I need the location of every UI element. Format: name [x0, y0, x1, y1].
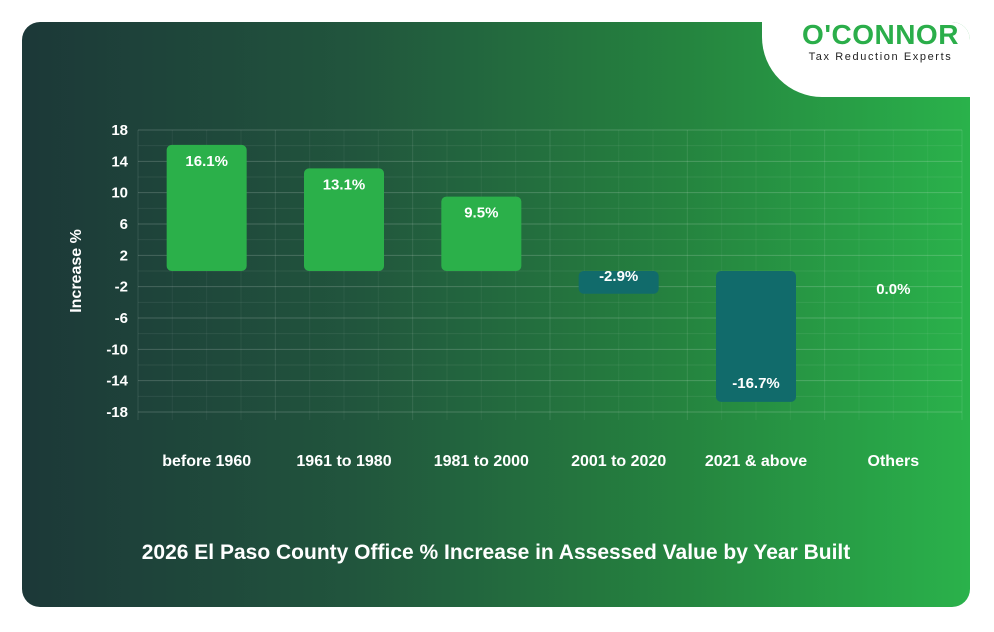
y-tick-label: 18	[111, 122, 128, 139]
y-axis-label: Increase %	[68, 229, 85, 313]
bar-data-label: 13.1%	[323, 176, 366, 193]
bar	[441, 196, 522, 271]
logo-tagline: Tax Reduction Experts	[808, 51, 953, 63]
bar-data-label: -2.9%	[599, 268, 638, 285]
bar	[166, 144, 247, 271]
y-tick-label: 2	[120, 247, 128, 264]
y-tick-label: -18	[106, 404, 128, 421]
x-tick-label: 2001 to 2020	[571, 453, 666, 470]
bar	[716, 271, 796, 402]
bar-data-label: 9.5%	[464, 205, 498, 222]
bar	[578, 271, 659, 294]
x-tick-label: 2021 & above	[705, 453, 807, 470]
logo-name: O'CONNOR	[802, 19, 959, 50]
chart-card	[22, 22, 970, 607]
y-tick-label: 10	[111, 185, 128, 202]
y-tick-label: 14	[111, 153, 128, 170]
y-tick-label: -6	[115, 310, 128, 327]
oconnor-logo: O'CONNOR Tax Reduction Experts	[788, 19, 973, 64]
x-tick-label: before 1960	[162, 453, 251, 470]
y-tick-label: -10	[106, 341, 128, 358]
bar-data-label: 16.1%	[185, 153, 228, 170]
logo-backdrop	[762, 22, 970, 97]
bar-data-label: 0.0%	[876, 281, 910, 298]
y-tick-label: -14	[106, 373, 128, 390]
y-tick-label: 6	[120, 216, 128, 233]
bar-data-label: -16.7%	[732, 375, 780, 392]
x-tick-label: Others	[868, 453, 920, 470]
chart-title: 2026 El Paso County Office % Increase in…	[141, 541, 851, 564]
x-tick-label: 1961 to 1980	[296, 453, 391, 470]
y-tick-label: -2	[115, 279, 128, 296]
x-tick-label: 1981 to 2000	[434, 453, 529, 470]
bar	[304, 168, 384, 271]
